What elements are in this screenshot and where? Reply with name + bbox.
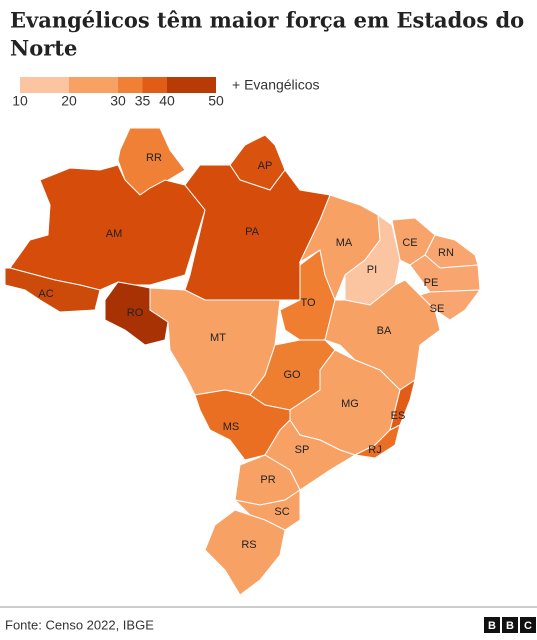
- state-label: MA: [336, 237, 353, 249]
- legend-tick: 50: [208, 93, 224, 109]
- legend-bin: [118, 77, 143, 93]
- legend-bin: [167, 77, 216, 93]
- state: [9, 164, 206, 291]
- legend-bin: [142, 77, 167, 93]
- title-line: Norte: [10, 36, 77, 61]
- state: [353, 424, 401, 459]
- state: [204, 509, 286, 596]
- state-label: RO: [127, 307, 144, 319]
- state-label: RN: [438, 247, 454, 259]
- state-label: AM: [106, 228, 123, 240]
- legend-bin: [69, 77, 118, 93]
- source: Fonte: Censo 2022, IBGE: [5, 617, 154, 632]
- state-label: AP: [258, 160, 273, 172]
- state-label: SP: [295, 444, 310, 456]
- legend-tick: 40: [159, 93, 175, 109]
- logo-letter: B: [506, 620, 514, 632]
- logo-box: [520, 617, 536, 633]
- state-label: AC: [38, 288, 53, 300]
- state-label: CE: [402, 237, 417, 249]
- state-label: PI: [367, 264, 377, 276]
- legend-tick: 10: [12, 93, 28, 109]
- legend-label: + Evangélicos: [232, 77, 320, 93]
- state-label: PA: [245, 226, 260, 238]
- state-labels: RR AP AM PA AC RO MT TO MA PI CE RN PE SE BA GO MG ES MS SP…: [38, 152, 454, 551]
- state-label: RJ: [368, 444, 381, 456]
- logo-letter: B: [488, 620, 496, 632]
- state-label: RS: [241, 539, 256, 551]
- state-label: ES: [391, 410, 406, 422]
- state: [298, 194, 381, 302]
- state-label: SE: [430, 303, 445, 315]
- state-shapes: [4, 127, 482, 596]
- logo-box: [484, 617, 500, 633]
- state-label: PR: [260, 474, 275, 486]
- state: [4, 267, 101, 313]
- state-label: MS: [223, 421, 240, 433]
- state-label: TO: [300, 297, 316, 309]
- state: [324, 279, 441, 391]
- legend-bin: [20, 77, 69, 93]
- state-label: GO: [283, 369, 301, 381]
- legend-tick: 35: [135, 93, 151, 109]
- legend-tick: 30: [110, 93, 126, 109]
- state-label: BA: [377, 325, 392, 337]
- logo-box: [502, 617, 518, 633]
- legend-tick: 20: [61, 93, 77, 109]
- state-label: SC: [274, 506, 289, 518]
- state-label: MG: [341, 398, 359, 410]
- state-label: RR: [146, 152, 162, 164]
- logo-letter: C: [524, 620, 532, 632]
- state-label: MT: [210, 332, 226, 344]
- title-line: Evangélicos têm maior força em Estados d…: [10, 8, 524, 33]
- state-label: PE: [424, 277, 439, 289]
